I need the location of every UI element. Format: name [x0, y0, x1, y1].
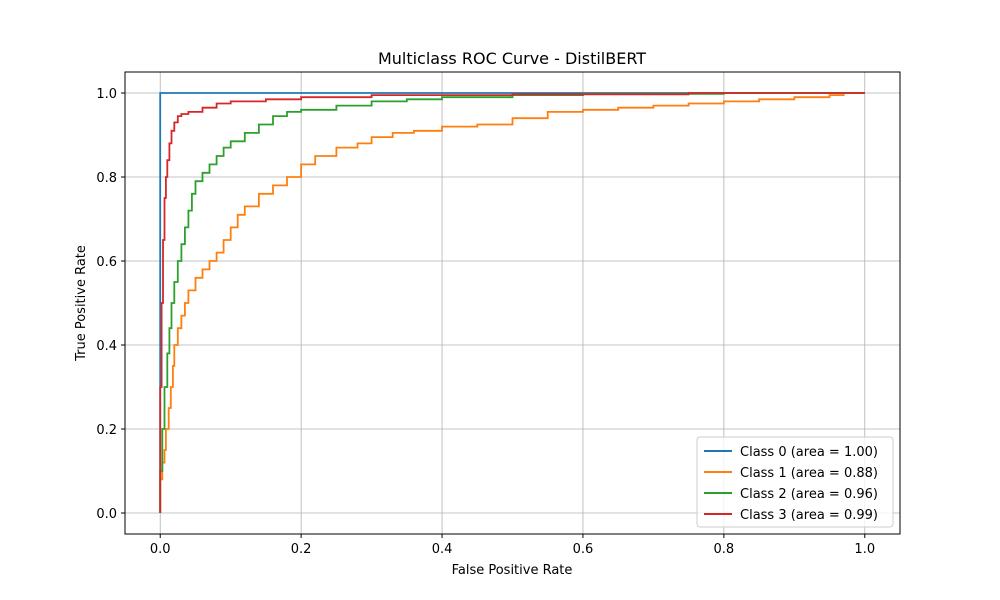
y-tick-label: 0.4: [96, 339, 117, 354]
y-tick-label: 0.8: [96, 171, 117, 186]
x-tick-label: 0.0: [150, 542, 171, 557]
y-tick-label: 0.6: [96, 255, 117, 270]
legend-label: Class 0 (area = 1.00): [740, 445, 878, 460]
chart-title: Multiclass ROC Curve - DistilBERT: [378, 49, 646, 68]
x-tick-label: 0.6: [573, 542, 594, 557]
x-tick-label: 0.8: [714, 542, 735, 557]
y-tick-label: 0.2: [96, 423, 117, 438]
y-axis-label: True Positive Rate: [74, 245, 89, 362]
y-tick-label: 1.0: [96, 87, 117, 102]
legend: Class 0 (area = 1.00) Class 1 (area = 0.8…: [697, 437, 893, 527]
legend-label: Class 3 (area = 0.99): [740, 508, 878, 523]
x-tick-label: 0.2: [291, 542, 312, 557]
x-tick-label: 0.4: [432, 542, 453, 557]
legend-label: Class 1 (area = 0.88): [740, 466, 878, 481]
x-axis-label: False Positive Rate: [452, 563, 573, 578]
legend-label: Class 2 (area = 0.96): [740, 487, 878, 502]
x-tick-label: 1.0: [854, 542, 875, 557]
y-tick-label: 0.0: [96, 507, 117, 522]
